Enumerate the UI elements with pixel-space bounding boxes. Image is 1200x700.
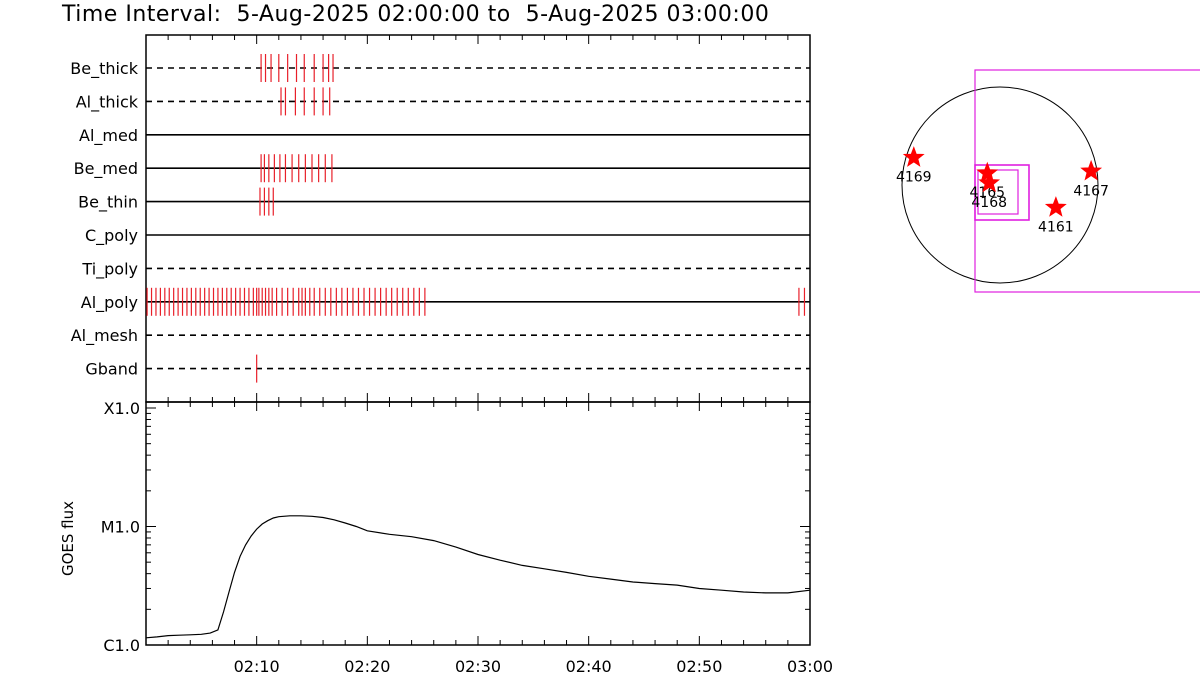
active-region-label: 4168 [971,195,1007,211]
filter-row-label: Al_med [79,126,138,146]
filter-row-label: Ti_poly [81,259,138,279]
active-region-label: 4169 [896,170,932,186]
filter-row-label: C_poly [85,226,138,246]
fov-large-box [974,69,1200,293]
active-region-star [1044,196,1067,217]
goes-x-tick-label: 02:30 [455,657,501,676]
goes-frame [145,401,811,646]
filter-row-label: Be_med [74,159,138,179]
active-region-label: 4165 [969,185,1005,201]
active-region-star [978,171,1001,193]
goes-x-tick-label: 02:50 [676,657,722,676]
filter-row-label: Gband [85,360,138,379]
goes-x-tick-label: 02:10 [234,657,280,676]
goes-flux-panel: C1.0 M1.0 X1.0 GOES flux 02:10 02:20 02:30 02:4… [59,399,833,676]
solar-disk [901,86,1099,284]
active-region-star [1080,159,1103,181]
filter-timeline-panel: Be_thick Al_thick Al_med Be_med Be_thin C_pol… [70,34,811,403]
active-region-label: 4167 [1073,183,1109,199]
filter-row-label: Be_thick [70,59,138,79]
goes-y-axis-label: GOES flux [59,501,77,576]
goes-x-tick-label: 02:40 [566,657,612,676]
goes-y-tick-label: X1.0 [104,399,140,418]
filter-row-label: Al_mesh [71,326,138,346]
fov-small-box [977,169,1019,215]
goes-y-tick-label: C1.0 [103,636,140,655]
timeline-frame [145,34,811,403]
goes-x-tick-label: 02:20 [344,657,390,676]
time-interval-title: Time Interval: 5-Aug-2025 02:00:00 to 5-… [62,2,770,27]
goes-y-tick-label: M1.0 [101,518,140,537]
fov-medium-box [974,164,1030,221]
filter-row-label: Al_thick [76,92,139,112]
active-region-star [902,146,925,167]
active-region-label: 4161 [1038,220,1074,236]
goes-x-tick-label: 03:00 [787,657,833,676]
filter-row-label: Al_poly [81,293,138,313]
filter-row-label: Be_thin [78,193,138,213]
goes-flux-line [145,515,811,639]
